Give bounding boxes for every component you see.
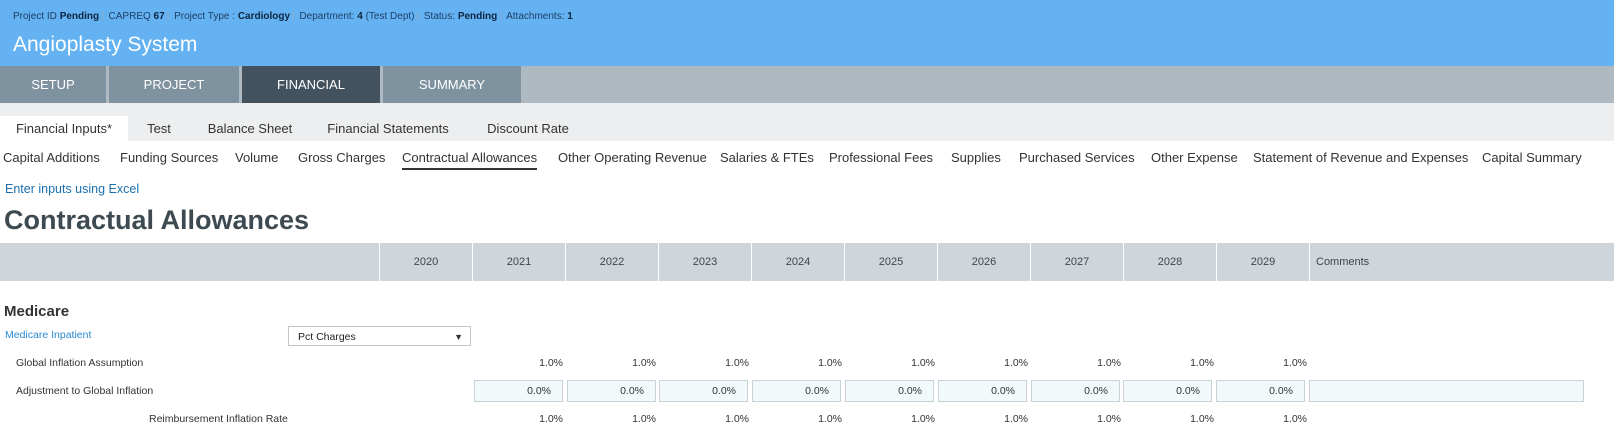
row-label-adjustment: Adjustment to Global Inflation — [16, 385, 154, 397]
section-nav: Capital Additions Funding Sources Volume… — [0, 150, 1614, 172]
global-inflation-cell: 1.0% — [632, 357, 656, 369]
subtab-discount-rate[interactable]: Discount Rate — [487, 121, 569, 136]
section-supplies[interactable]: Supplies — [951, 150, 1001, 165]
reimbursement-inflation-cell: 1.0% — [1283, 413, 1307, 425]
capreq-label: CAPREQ — [108, 11, 151, 22]
reimbursement-inflation-cell: 1.0% — [1004, 413, 1028, 425]
attachments-value[interactable]: 1 — [567, 11, 573, 22]
method-select[interactable]: Pct Charges ▼ — [288, 326, 471, 346]
reimbursement-inflation-cell: 1.0% — [911, 413, 935, 425]
department-value: 4 — [357, 11, 363, 22]
year-header: 2027 — [1030, 243, 1123, 281]
nav-tab-financial[interactable]: FINANCIAL — [242, 66, 380, 103]
section-capital-additions[interactable]: Capital Additions — [3, 150, 100, 165]
sub-tabs: Financial Inputs* Test Balance Sheet Fin… — [0, 103, 1614, 141]
adjustment-input[interactable]: 0.0% — [474, 380, 563, 402]
section-statement-revenue-expenses[interactable]: Statement of Revenue and Expenses — [1253, 150, 1469, 165]
nav-tab-summary[interactable]: SUMMARY — [383, 66, 521, 103]
global-inflation-cell: 1.0% — [725, 357, 749, 369]
grid-header: 2020 2021 2022 2023 2024 2025 2026 2027 … — [0, 243, 1614, 281]
year-header: 2020 — [379, 243, 472, 281]
reimbursement-inflation-cell: 1.0% — [632, 413, 656, 425]
adjustment-input[interactable]: 0.0% — [752, 380, 841, 402]
year-header: 2023 — [658, 243, 751, 281]
row-label-reimbursement-inflation: Reimbursement Inflation Rate — [149, 413, 288, 425]
reimbursement-inflation-cell: 1.0% — [1190, 413, 1214, 425]
year-header: 2024 — [751, 243, 844, 281]
reimbursement-inflation-cell: 1.0% — [725, 413, 749, 425]
project-type-value: Cardiology — [237, 11, 291, 22]
nav-tab-project[interactable]: PROJECT — [109, 66, 239, 103]
adjustment-input[interactable]: 0.0% — [1123, 380, 1212, 402]
project-id-label: Project ID — [13, 11, 57, 22]
global-inflation-cell: 1.0% — [1283, 357, 1307, 369]
section-other-operating-revenue[interactable]: Other Operating Revenue — [558, 150, 707, 165]
nav-tab-setup[interactable]: SETUP — [0, 66, 106, 103]
section-capital-summary[interactable]: Capital Summary — [1482, 150, 1582, 165]
status-value: Pending — [457, 11, 498, 22]
subtab-financial-statements[interactable]: Financial Statements — [327, 121, 449, 136]
enter-inputs-excel-link[interactable]: Enter inputs using Excel — [5, 182, 140, 196]
adjustment-input[interactable]: 0.0% — [659, 380, 748, 402]
method-select-value: Pct Charges — [298, 331, 356, 343]
project-id-value: Pending — [59, 11, 100, 22]
department-name: (Test Dept) — [365, 11, 415, 22]
section-purchased-services[interactable]: Purchased Services — [1019, 150, 1135, 165]
section-professional-fees[interactable]: Professional Fees — [829, 150, 934, 165]
global-inflation-cell: 1.0% — [1190, 357, 1214, 369]
section-gross-charges[interactable]: Gross Charges — [298, 150, 386, 165]
year-header: 2022 — [565, 243, 658, 281]
reimbursement-inflation-cell: 1.0% — [1097, 413, 1121, 425]
subtab-financial-inputs[interactable]: Financial Inputs* — [0, 116, 128, 141]
section-funding-sources[interactable]: Funding Sources — [120, 150, 219, 165]
section-salaries-ftes[interactable]: Salaries & FTEs — [720, 150, 814, 165]
adjustment-input[interactable]: 0.0% — [567, 380, 656, 402]
group-title-medicare: Medicare — [4, 303, 70, 320]
global-inflation-cell: 1.0% — [1097, 357, 1121, 369]
comments-header: Comments — [1309, 243, 1614, 281]
capreq-value: 67 — [153, 11, 165, 22]
status-label: Status: — [423, 11, 456, 22]
global-inflation-cell: 1.0% — [1004, 357, 1028, 369]
medicare-inpatient-link[interactable]: Medicare Inpatient — [5, 329, 92, 341]
adjustment-comment-input[interactable] — [1309, 380, 1584, 402]
page-title: Contractual Allowances — [4, 205, 310, 235]
app-header: Project ID Pending | CAPREQ 67 | Project T… — [0, 0, 1614, 66]
global-inflation-cell: 1.0% — [818, 357, 842, 369]
adjustment-input[interactable]: 0.0% — [938, 380, 1027, 402]
section-volume[interactable]: Volume — [235, 150, 279, 165]
attachments-label: Attachments: — [506, 11, 565, 22]
year-header: 2028 — [1123, 243, 1216, 281]
department-label: Department: — [299, 11, 355, 22]
year-header: 2025 — [844, 243, 937, 281]
reimbursement-inflation-cell: 1.0% — [818, 413, 842, 425]
year-header: 2021 — [472, 243, 565, 281]
adjustment-input[interactable]: 0.0% — [1031, 380, 1120, 402]
adjustment-input[interactable]: 0.0% — [1216, 380, 1305, 402]
project-meta-bar: Project ID Pending | CAPREQ 67 | Project T… — [13, 11, 573, 22]
global-inflation-cell: 1.0% — [539, 357, 563, 369]
main-nav: SETUP PROJECT FINANCIAL SUMMARY — [0, 66, 1614, 103]
year-header: 2026 — [937, 243, 1030, 281]
adjustment-input[interactable]: 0.0% — [845, 380, 934, 402]
reimbursement-inflation-cell: 1.0% — [539, 413, 563, 425]
project-type-label: Project Type : — [174, 11, 236, 22]
global-inflation-cell: 1.0% — [911, 357, 935, 369]
subtab-balance-sheet[interactable]: Balance Sheet — [207, 121, 293, 136]
subtab-test[interactable]: Test — [147, 121, 171, 136]
chevron-down-icon: ▼ — [454, 332, 463, 342]
section-other-expense[interactable]: Other Expense — [1151, 150, 1238, 165]
project-title: Angioplasty System — [13, 33, 198, 56]
row-label-global-inflation: Global Inflation Assumption — [16, 357, 144, 369]
year-header: 2029 — [1216, 243, 1309, 281]
section-contractual-allowances[interactable]: Contractual Allowances — [402, 150, 538, 170]
